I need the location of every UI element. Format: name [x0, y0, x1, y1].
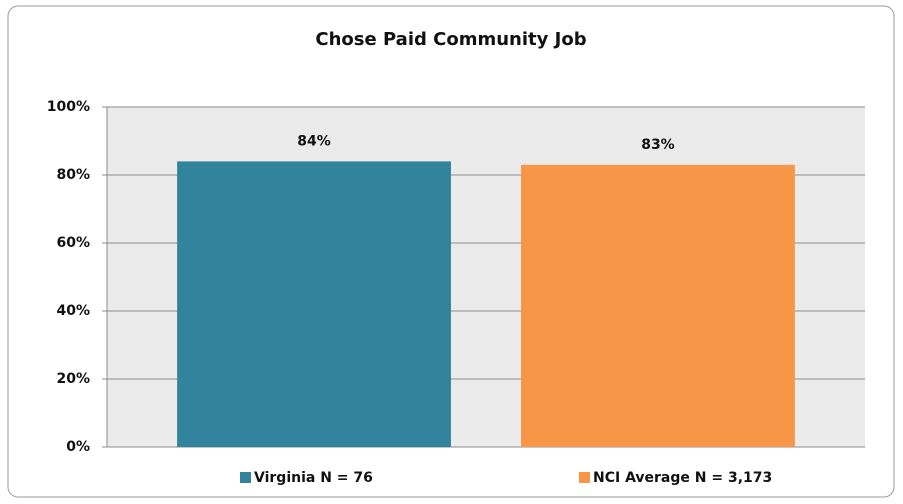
y-tick-label: 100%	[47, 99, 90, 115]
chart-title: Chose Paid Community Job	[315, 29, 586, 50]
y-tick-label: 80%	[56, 167, 90, 183]
y-tick-label: 0%	[66, 439, 90, 455]
value-label: 83%	[641, 137, 675, 153]
y-tick-label: 40%	[56, 303, 90, 319]
bar	[521, 164, 795, 448]
legend-swatch	[579, 472, 590, 483]
legend-swatch	[240, 472, 251, 483]
y-tick-label: 20%	[56, 371, 90, 387]
legend-label: Virginia N = 76	[254, 470, 373, 486]
legend-label: NCI Average N = 3,173	[593, 470, 772, 486]
y-tick-label: 60%	[56, 235, 90, 251]
bar	[177, 161, 451, 447]
value-label: 84%	[297, 133, 331, 149]
